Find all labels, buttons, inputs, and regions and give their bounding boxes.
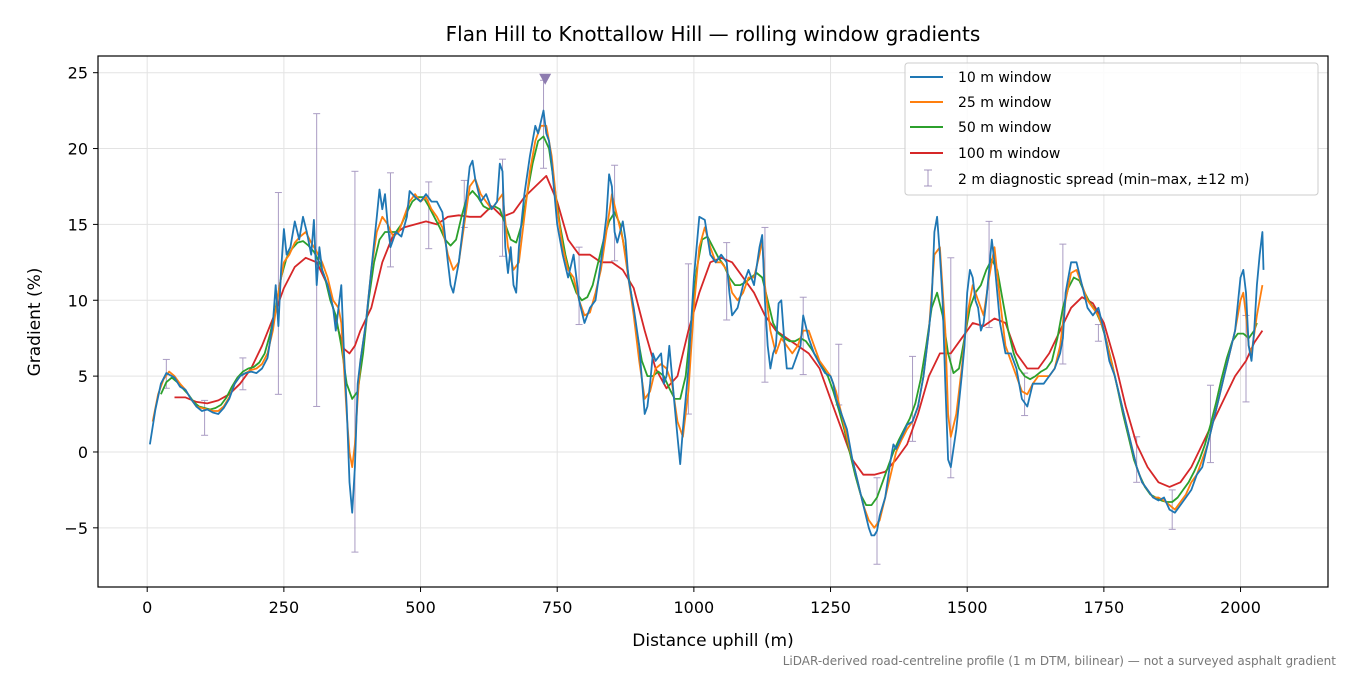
y-tick-label: 25 — [68, 64, 88, 83]
spread-bar — [351, 170, 359, 553]
spread-bar — [425, 181, 433, 250]
x-tick-label: 500 — [405, 598, 436, 617]
y-tick-label: 0 — [78, 443, 88, 462]
x-tick-label: 750 — [542, 598, 573, 617]
legend-label-spread: 2 m diagnostic spread (min–max, ±12 m) — [958, 172, 1249, 188]
peak-marker-layer — [539, 73, 552, 85]
spread-bar — [313, 113, 321, 407]
legend-label-100m: 100 m window — [958, 146, 1060, 162]
series-lines — [149, 109, 1265, 537]
plot-frame — [97, 55, 1329, 588]
x-tick-label: 250 — [269, 598, 300, 617]
y-tick-label: 15 — [68, 215, 88, 234]
x-tick-label: 1000 — [674, 598, 715, 617]
spread-bar — [873, 477, 881, 565]
x-axis-label: Distance uphill (m) — [632, 631, 793, 651]
legend-label-25m: 25 m window — [958, 95, 1051, 111]
spread-bar — [799, 296, 807, 376]
peak-marker — [539, 73, 552, 85]
series-line-100m — [174, 175, 1264, 488]
footnote: LiDAR-derived road-centreline profile (1… — [783, 654, 1337, 668]
spread-bar — [575, 246, 583, 326]
spread-bar — [947, 257, 955, 479]
series-line-10m — [149, 109, 1265, 537]
x-tick-label: 0 — [142, 598, 152, 617]
y-tick-label: 20 — [68, 140, 88, 159]
y-tick-label: 10 — [68, 291, 88, 310]
y-tick-label: −5 — [64, 519, 88, 538]
chart-title: Flan Hill to Knottallow Hill — rolling w… — [446, 22, 981, 46]
spread-bar — [386, 172, 394, 268]
spread-bar — [1168, 489, 1176, 530]
x-tick-label: 1500 — [947, 598, 988, 617]
legend: 10 m window 25 m window 50 m window 100 … — [904, 62, 1319, 196]
x-tick-label: 2000 — [1220, 598, 1261, 617]
x-axis-ticks: 0 250 500 750 1000 1250 1500 1750 2000 — [142, 587, 1261, 617]
spread-bar — [723, 242, 731, 321]
spread-bar — [201, 399, 209, 436]
y-axis-label: Gradient (%) — [25, 268, 45, 377]
x-tick-label: 1250 — [810, 598, 851, 617]
legend-label-10m: 10 m window — [958, 70, 1051, 86]
legend-label-50m: 50 m window — [958, 120, 1051, 136]
spread-bar — [1059, 243, 1067, 365]
y-tick-label: 5 — [78, 367, 88, 386]
legend-swatch-spread — [924, 169, 932, 187]
x-tick-label: 1750 — [1084, 598, 1125, 617]
legend-box — [904, 62, 1319, 196]
y-axis-ticks: −5 0 5 10 15 20 25 — [64, 64, 98, 538]
